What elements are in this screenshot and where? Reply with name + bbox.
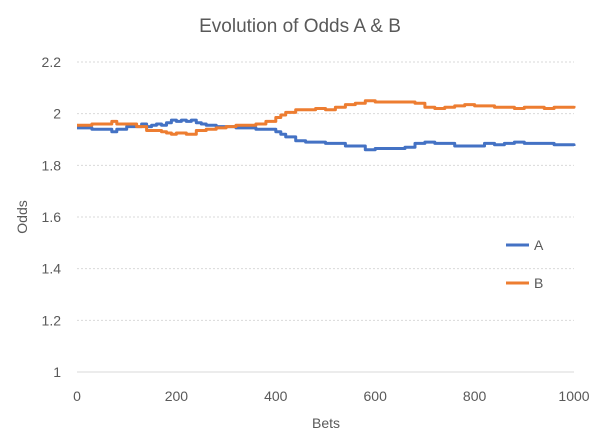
chart-title: Evolution of Odds A & B (199, 16, 401, 37)
x-tick-label: 600 (364, 388, 388, 404)
y-tick-label: 1 (53, 364, 61, 380)
x-tick-label: 1000 (558, 388, 589, 404)
y-axis-label: Odds (14, 200, 30, 233)
y-tick-labels: 1 1.2 1.4 1.6 1.8 2 2.2 (42, 54, 62, 380)
x-tick-label: 200 (165, 388, 189, 404)
legend-label-B: B (534, 275, 543, 291)
x-tick-labels: 0 200 400 600 800 1000 (73, 388, 590, 404)
gridlines (77, 61, 574, 321)
x-tick-label: 0 (73, 388, 81, 404)
series-lines (77, 99, 576, 152)
y-tick-label: 1.6 (42, 209, 62, 225)
y-tick-label: 2 (53, 106, 61, 122)
x-tick-label: 800 (463, 388, 487, 404)
y-tick-label: 1.2 (42, 312, 62, 328)
x-axis-label: Bets (312, 415, 340, 431)
series-line-A (77, 118, 576, 152)
series-line-B (77, 99, 576, 136)
y-tick-label: 1.4 (42, 261, 62, 277)
legend: AB (506, 237, 544, 291)
legend-label-A: A (534, 237, 544, 253)
x-tick-label: 400 (264, 388, 288, 404)
y-tick-label: 2.2 (42, 54, 62, 70)
y-tick-label: 1.8 (42, 157, 62, 173)
